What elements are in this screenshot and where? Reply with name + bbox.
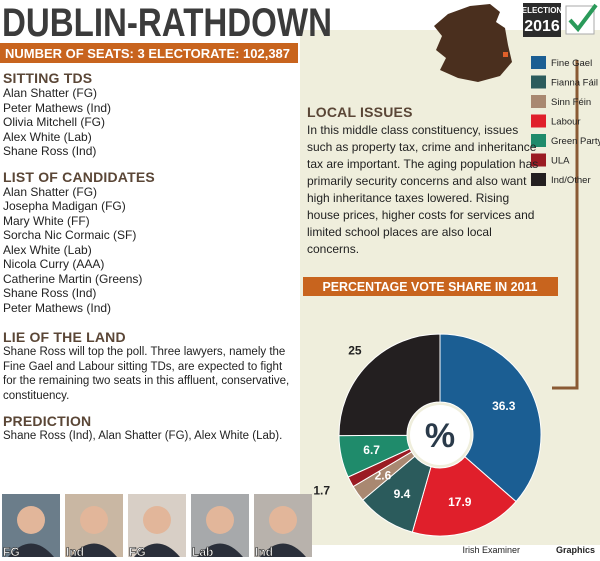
photo-label: Lab bbox=[192, 545, 213, 559]
section-heading: LIE OF THE LAND bbox=[3, 329, 126, 345]
section-line: Olivia Mitchell (FG) bbox=[3, 115, 106, 129]
section-line: Alan Shatter (FG) bbox=[3, 86, 98, 100]
left-column: SITTING TDS Alan Shatter (FG) Peter Mathew… bbox=[3, 70, 295, 454]
pie-slice bbox=[411, 456, 517, 537]
value-label: 9.4 bbox=[394, 487, 411, 501]
center-label: % bbox=[425, 417, 455, 455]
legend-label: Sinn Féin bbox=[551, 97, 591, 108]
section-text: Shane Ross (Ind), Alan Shatter (FG), Ale… bbox=[3, 430, 283, 442]
connector bbox=[552, 60, 579, 390]
local-issues: LOCAL ISSUES In this middle class consti… bbox=[307, 104, 542, 258]
photo-body bbox=[71, 543, 117, 557]
pie-slice bbox=[338, 333, 441, 437]
chart-title-bar bbox=[303, 277, 558, 296]
section-line: Nicola Curry (AAA) bbox=[3, 257, 105, 271]
value-label: 6.7 bbox=[363, 443, 380, 457]
section-line: Alan Shatter (FG) bbox=[3, 184, 98, 199]
section-heading: LIST OF CANDIDATES bbox=[3, 168, 155, 185]
chart-title: PERCENTAGE VOTE SHARE IN 2011 bbox=[323, 280, 538, 294]
ireland-map bbox=[434, 4, 512, 82]
legend-swatch bbox=[531, 134, 546, 147]
legend-swatch bbox=[531, 75, 546, 89]
photo-body bbox=[197, 543, 243, 557]
legend-swatch bbox=[531, 56, 546, 69]
photo-body bbox=[8, 543, 54, 557]
pie-slice bbox=[439, 333, 542, 503]
credit-suffix: Graphics bbox=[556, 545, 595, 555]
photo-face bbox=[143, 506, 171, 534]
legend-swatch bbox=[531, 95, 546, 108]
logo-check bbox=[568, 3, 598, 33]
photo-body bbox=[134, 543, 180, 557]
section-line: Mary White (FF) bbox=[3, 213, 90, 228]
section-line: Shane Ross (Ind) bbox=[3, 286, 97, 300]
section: LIE OF THE LAND Shane Ross will top the p… bbox=[3, 329, 295, 403]
legend-swatch bbox=[531, 173, 546, 186]
section-heading: SITTING TDS bbox=[3, 70, 93, 86]
legend-label: Fine Gael bbox=[551, 58, 592, 69]
photo-face bbox=[269, 506, 297, 534]
section-heading: PREDICTION bbox=[3, 413, 92, 429]
photo-face bbox=[80, 506, 108, 534]
section: PREDICTION Shane Ross (Ind), Alan Shatter… bbox=[3, 413, 295, 444]
section-heading: LOCAL ISSUES bbox=[307, 104, 413, 120]
seats-bar bbox=[0, 43, 298, 63]
photo-label: Ind bbox=[66, 545, 84, 559]
section-line: Peter Mathews (Ind) bbox=[3, 100, 112, 115]
legend-label: Green Party bbox=[551, 136, 600, 147]
photo-label: FG bbox=[129, 545, 146, 559]
title: DUBLIN-RATHDOWN bbox=[2, 1, 332, 45]
seats-line: NUMBER OF SEATS: 3 ELECTORATE: 102,387 bbox=[5, 46, 290, 61]
section-line: Shane Ross (Ind) bbox=[3, 144, 97, 158]
value-label: 1.7 bbox=[313, 484, 330, 498]
section-line: Sorcha Nic Cormaic (SF) bbox=[3, 228, 137, 242]
value-label: 36.3 bbox=[492, 399, 516, 413]
photo-label: Ind bbox=[255, 545, 273, 559]
photo-face bbox=[17, 506, 45, 534]
value-label: 17.9 bbox=[448, 495, 472, 509]
value-label: 25 bbox=[348, 343, 362, 357]
section-line: Alex White (Lab) bbox=[3, 129, 92, 144]
logo-year: 2016 bbox=[524, 18, 560, 35]
section-line: Catherine Martin (Greens) bbox=[3, 271, 143, 286]
legend-label: Labour bbox=[551, 117, 581, 128]
section-line: Peter Mathews (Ind) bbox=[3, 300, 112, 315]
logo-box bbox=[523, 3, 561, 37]
section-line: Josepha Madigan (FG) bbox=[3, 199, 126, 213]
section: LIST OF CANDIDATES Alan Shatter (FG) Josep… bbox=[3, 169, 295, 316]
section-text: Shane Ross will top the poll. Three lawy… bbox=[3, 346, 290, 402]
legend-label: ULA bbox=[551, 156, 570, 167]
photo-label: FG bbox=[3, 545, 20, 559]
legend-swatch bbox=[531, 114, 546, 128]
photo-body bbox=[260, 543, 306, 557]
section: SITTING TDS Alan Shatter (FG) Peter Mathew… bbox=[3, 70, 295, 159]
map-marker bbox=[503, 52, 508, 57]
section-line: Alex White (Lab) bbox=[3, 242, 92, 257]
legend-swatch bbox=[531, 153, 546, 167]
value-label: 2.6 bbox=[375, 469, 392, 483]
center-circle bbox=[410, 405, 470, 465]
photo-face bbox=[206, 506, 234, 534]
credit-source: Irish Examiner bbox=[462, 545, 520, 555]
legend-label: Ind/Other bbox=[551, 175, 591, 186]
legend-label: Fianna Fáil bbox=[551, 78, 598, 89]
logo-text: ELECTION bbox=[522, 6, 563, 15]
section-text: In this middle class constituency, issue… bbox=[307, 123, 539, 256]
